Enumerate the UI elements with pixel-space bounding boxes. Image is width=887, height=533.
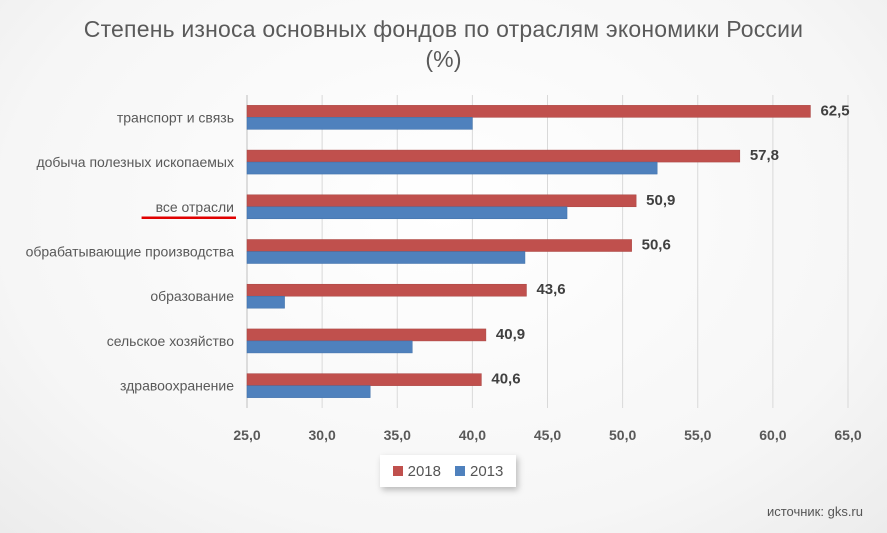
x-tick-label: 40,0: [459, 427, 486, 443]
bar-2018: [246, 194, 637, 208]
bar-2018: [246, 328, 487, 342]
x-tick-label: 60,0: [759, 427, 786, 443]
chart-title-block: Степень износа основных фондов по отрасл…: [0, 14, 887, 74]
data-label: 57,8: [750, 147, 779, 164]
data-label: 40,9: [496, 326, 525, 343]
legend-item-2018: 2018: [392, 462, 441, 480]
category-label: обрабатывающие производства: [26, 244, 235, 260]
bar-2013: [246, 251, 526, 264]
legend-label-2013: 2013: [470, 462, 504, 480]
data-label: 43,6: [536, 281, 565, 298]
x-tick-label: 55,0: [684, 427, 711, 443]
bar-2018: [246, 283, 527, 297]
category-label: образование: [150, 288, 234, 304]
category-label: сельское хозяйство: [107, 333, 235, 349]
x-tick-label: 50,0: [609, 427, 636, 443]
bar-2018: [246, 149, 741, 163]
category-label: добыча полезных ископаемых: [36, 154, 234, 170]
category-label: транспорт и связь: [117, 109, 234, 125]
chart-subtitle: (%): [425, 46, 462, 72]
data-label: 50,9: [646, 192, 675, 209]
bar-2018: [246, 239, 632, 252]
bar-2013: [246, 206, 568, 220]
x-tick-label: 35,0: [384, 427, 411, 443]
bar-2013: [246, 385, 371, 398]
bar-2013: [246, 295, 285, 309]
source-note: источник: gks.ru: [766, 504, 863, 519]
bar-2018: [246, 373, 482, 386]
bar-2018: [246, 105, 811, 118]
legend: 2018 2013: [380, 455, 516, 487]
x-tick-label: 45,0: [534, 427, 561, 443]
x-tick-label: 65,0: [834, 427, 861, 443]
category-label: все отрасли: [156, 199, 234, 215]
data-label: 50,6: [642, 237, 671, 254]
data-label: 40,6: [491, 371, 520, 388]
bar-2013: [246, 161, 658, 175]
legend-item-2013: 2013: [455, 463, 503, 480]
legend-label-2018: 2018: [407, 462, 441, 480]
bar-2013: [246, 340, 413, 354]
x-tick-label: 30,0: [309, 427, 336, 443]
x-tick-label: 25,0: [233, 427, 260, 443]
chart-title: Степень износа основных фондов по отрасл…: [83, 16, 804, 42]
legend-swatch-2013: [455, 466, 465, 476]
category-label: здравоохранение: [120, 378, 234, 394]
bar-2013: [246, 117, 473, 130]
data-label: 62,5: [820, 102, 849, 119]
legend-swatch-2018: [392, 466, 403, 476]
